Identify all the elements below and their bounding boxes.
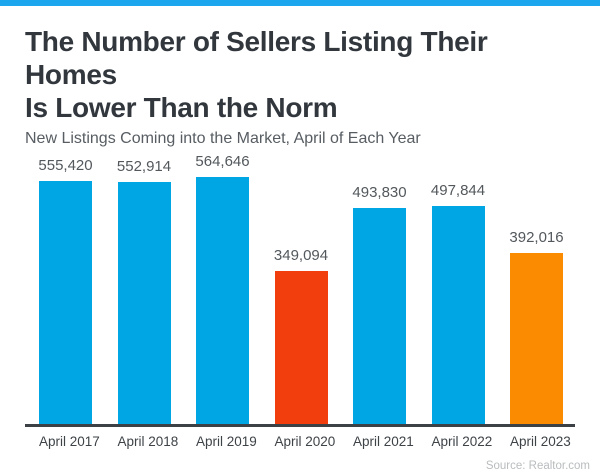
x-axis-label: April 2020 bbox=[274, 434, 336, 450]
x-axis-line bbox=[25, 424, 575, 428]
x-axis-label: April 2017 bbox=[39, 434, 100, 450]
bar-column: 497,844 bbox=[430, 182, 486, 425]
x-axis-label: April 2019 bbox=[196, 434, 257, 450]
title-line-1: The Number of Sellers Listing Their Home… bbox=[25, 26, 488, 90]
bar-value-label: 392,016 bbox=[509, 229, 564, 247]
bar bbox=[117, 182, 171, 425]
title-line-2: Is Lower Than the Norm bbox=[25, 91, 338, 123]
bar bbox=[353, 208, 406, 425]
bar-column: 349,094 bbox=[273, 247, 329, 425]
bar-column: 493,830 bbox=[352, 184, 407, 425]
bar bbox=[510, 253, 563, 425]
bar-value-label: 493,830 bbox=[352, 184, 407, 202]
bar bbox=[39, 181, 92, 425]
bar-value-label: 349,094 bbox=[273, 247, 329, 265]
bar bbox=[274, 271, 328, 425]
x-axis-labels: April 2017 April 2018 April 2019 April 2020… bbox=[25, 434, 575, 449]
bar bbox=[431, 206, 485, 425]
page-title: The Number of Sellers Listing Their Home… bbox=[25, 26, 575, 124]
x-axis-label: April 2018 bbox=[117, 434, 179, 450]
bars-row: 555,420 552,914 564,646 349,094 493,830 497,8… bbox=[25, 148, 575, 425]
bar-column: 564,646 bbox=[195, 153, 250, 425]
bar-value-label: 555,420 bbox=[38, 157, 93, 175]
bar bbox=[196, 177, 249, 425]
bar-column: 555,420 bbox=[38, 157, 93, 425]
x-axis-label: April 2023 bbox=[510, 434, 571, 450]
bar-value-label: 552,914 bbox=[116, 158, 172, 176]
page-subtitle: New Listings Coming into the Market, Apr… bbox=[25, 130, 421, 148]
top-accent-bar bbox=[0, 0, 600, 6]
bar-value-label: 497,844 bbox=[430, 182, 486, 200]
chart-header: The Number of Sellers Listing Their Home… bbox=[25, 26, 575, 148]
bar-column: 552,914 bbox=[116, 158, 172, 425]
bar-value-label: 564,646 bbox=[195, 153, 250, 171]
bar-chart: 555,420 552,914 564,646 349,094 493,830 497,8… bbox=[25, 148, 575, 449]
x-axis-label: April 2021 bbox=[353, 434, 414, 450]
source-credit: Source: Realtor.com bbox=[485, 460, 590, 472]
x-axis-label: April 2022 bbox=[431, 434, 493, 450]
bar-column: 392,016 bbox=[509, 229, 564, 425]
